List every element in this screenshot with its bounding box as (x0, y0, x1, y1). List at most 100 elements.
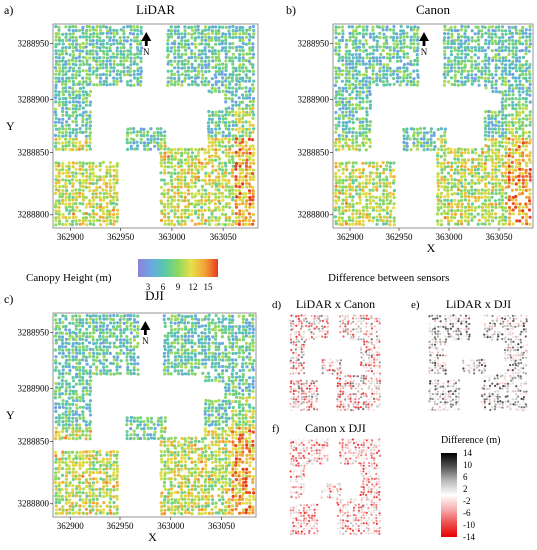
scatter-point (67, 354, 71, 358)
scatter-point (94, 341, 98, 345)
scatter-point (119, 348, 123, 352)
scatter-point (78, 167, 82, 171)
scatter-point (186, 215, 190, 220)
scatter-point (241, 209, 245, 213)
scatter-point (402, 144, 406, 148)
scatter-point (194, 317, 198, 321)
scatter-point (368, 205, 372, 210)
scatter-point (101, 45, 105, 49)
scatter-point (183, 222, 187, 226)
scatter-point (436, 184, 441, 188)
scatter-point (490, 191, 494, 195)
scatter-point (108, 182, 112, 186)
scatter-point (105, 317, 109, 321)
scatter-point (473, 165, 477, 169)
scatter-point (460, 158, 464, 162)
scatter-point (139, 49, 143, 53)
scatter-point (399, 24, 403, 29)
scatter-point (180, 45, 184, 49)
scatter-point (60, 345, 64, 349)
scatter-point (466, 148, 470, 152)
scatter-point (463, 191, 467, 195)
scatter-point (361, 174, 365, 179)
scatter-point (201, 213, 205, 217)
scatter-point (368, 80, 372, 84)
scatter-point (457, 202, 461, 206)
scatter-point (78, 331, 82, 335)
scatter-point (88, 331, 92, 335)
scatter-point (146, 147, 150, 152)
scatter-point (439, 219, 443, 223)
scatter-point (440, 202, 444, 206)
scatter-point (456, 192, 460, 196)
scatter-point (173, 80, 177, 84)
scatter-point (510, 62, 514, 66)
scatter-point (190, 175, 194, 179)
scatter-point (61, 402, 65, 406)
scatter-point (511, 155, 515, 159)
scatter-point (140, 46, 144, 50)
scatter-point (334, 194, 338, 198)
scatter-point (518, 56, 522, 60)
scatter-point (234, 175, 238, 179)
scatter-point (470, 179, 474, 183)
scatter-point (179, 358, 183, 363)
scatter-point (422, 131, 426, 135)
scatter-point (81, 174, 85, 178)
scatter-point (108, 369, 112, 373)
scatter-point (344, 178, 348, 182)
scatter-point (402, 38, 406, 42)
scatter-point (364, 134, 369, 138)
scatter-point (60, 382, 65, 386)
scatter-point (248, 191, 252, 195)
scatter-point (341, 134, 345, 138)
scatter-point (440, 185, 444, 189)
scatter-point (504, 114, 508, 118)
scatter-point (245, 75, 249, 80)
scatter-point (460, 52, 464, 56)
scatter-point (500, 215, 505, 219)
scatter-point (64, 137, 68, 141)
scatter-point (237, 202, 241, 206)
scatter-point (111, 208, 116, 212)
scatter-point (176, 185, 180, 189)
scatter-point (480, 205, 485, 210)
scatter-point (368, 103, 372, 107)
scatter-point (115, 164, 119, 168)
scatter-point (136, 368, 140, 372)
scatter-point (221, 376, 225, 380)
scatter-point (498, 188, 502, 192)
scatter-point (345, 62, 349, 66)
scatter-point (95, 41, 99, 46)
scatter-point (183, 325, 188, 329)
scatter-point (186, 161, 190, 165)
scatter-point (133, 28, 137, 32)
scatter-point (180, 342, 184, 346)
scatter-point (149, 134, 153, 138)
scatter-point (132, 352, 136, 356)
scatter-point (94, 59, 98, 64)
scatter-point (186, 208, 190, 212)
scatter-point (450, 63, 454, 67)
scatter-point (125, 348, 129, 352)
scatter-point (201, 348, 205, 352)
scatter-point (98, 161, 102, 166)
scatter-point (218, 167, 222, 171)
scatter-point (524, 174, 529, 178)
scatter-point (415, 137, 419, 141)
scatter-point (449, 69, 453, 73)
scatter-point (214, 184, 218, 188)
scatter-point (483, 208, 487, 213)
scatter-point (351, 31, 355, 36)
scatter-point (126, 83, 130, 87)
scatter-point (412, 131, 416, 135)
scatter-point (68, 198, 72, 202)
scatter-point (391, 35, 396, 40)
scatter-point (443, 36, 447, 40)
scatter-point (64, 345, 68, 349)
scatter-point (405, 137, 409, 141)
scatter-point (238, 25, 242, 29)
scatter-point (379, 164, 383, 168)
scatter-point (115, 191, 119, 195)
scatter-point (98, 317, 102, 321)
